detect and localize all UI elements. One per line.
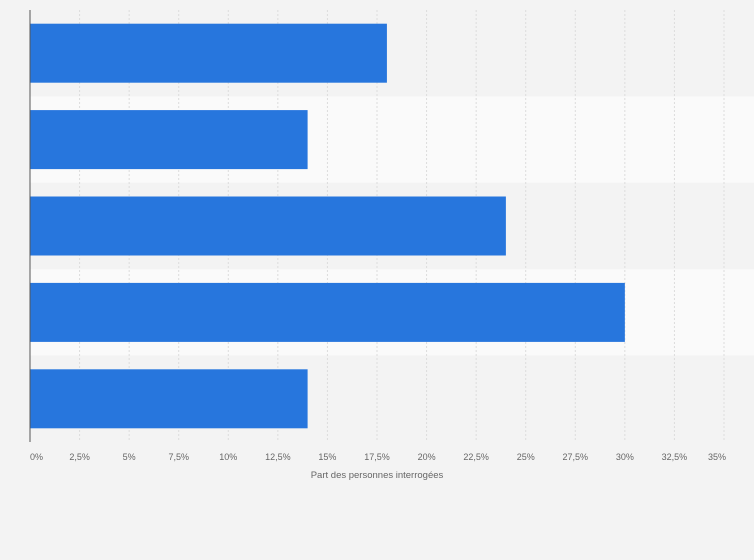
bars bbox=[30, 23, 625, 429]
x-tick-label: 7,5% bbox=[168, 452, 189, 462]
x-tick-label: 10% bbox=[219, 452, 237, 462]
x-tick-label: 30% bbox=[616, 452, 634, 462]
x-tick-label: 2,5% bbox=[69, 452, 90, 462]
x-tick-label: 0% bbox=[30, 452, 43, 462]
x-tick-label: 32,5% bbox=[662, 452, 688, 462]
bar bbox=[30, 110, 308, 170]
bar bbox=[30, 282, 625, 342]
x-tick-label: 20% bbox=[418, 452, 436, 462]
x-axis-title: Part des personnes interrogées bbox=[311, 470, 444, 481]
x-tick-label: 35% bbox=[708, 452, 726, 462]
bar bbox=[30, 23, 387, 83]
bar bbox=[30, 369, 308, 429]
x-tick-label: 27,5% bbox=[563, 452, 589, 462]
x-tick-label: 25% bbox=[517, 452, 535, 462]
x-tick-labels: 0% 2,5% 5% 7,5% 10% 12,5% 15% 17,5% 20% 22,5% 25% 2… bbox=[30, 452, 726, 462]
x-tick-label: 5% bbox=[123, 452, 136, 462]
bar bbox=[30, 196, 506, 256]
x-tick-label: 12,5% bbox=[265, 452, 291, 462]
x-tick-label: 15% bbox=[318, 452, 336, 462]
x-tick-label: 17,5% bbox=[364, 452, 390, 462]
x-tick-label: 22,5% bbox=[463, 452, 489, 462]
